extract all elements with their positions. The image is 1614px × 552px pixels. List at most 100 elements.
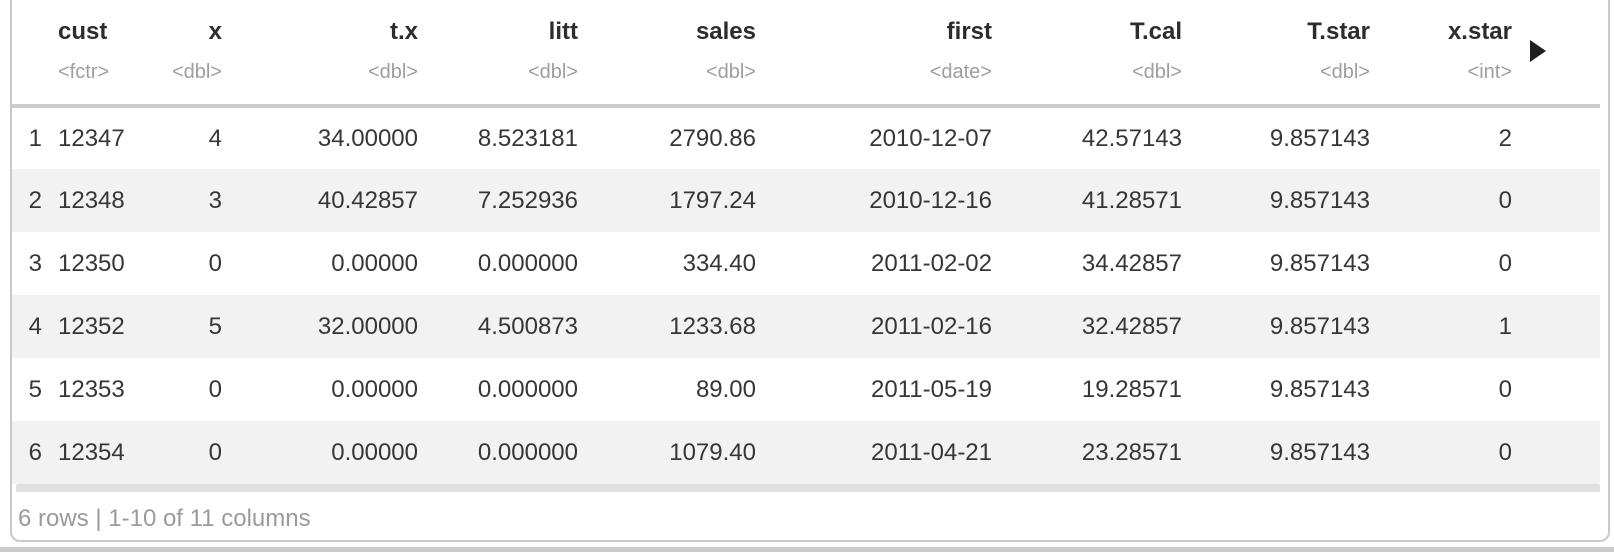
table-cell: 1079.40 xyxy=(669,438,756,466)
column-name: x.star xyxy=(1447,18,1512,45)
table-cell: 2010-12-16 xyxy=(869,186,992,214)
table-row: 4 12352 5 32.00000 4.500873 1233.68 2011-02-16… xyxy=(12,295,1600,358)
column-type-label: <dbl> xyxy=(1131,61,1182,83)
table-cell: 0 xyxy=(1498,249,1512,277)
column-type-label: <dbl> xyxy=(367,61,418,83)
table-cell: 0.000000 xyxy=(477,249,578,277)
table-cell: 2011-04-21 xyxy=(871,438,992,466)
table-cell: 34.42857 xyxy=(1081,249,1182,277)
spacer-cell xyxy=(1520,295,1600,358)
table-cell: 2790.86 xyxy=(669,124,756,152)
column-name: sales xyxy=(695,18,756,45)
table-cell: 5 xyxy=(208,312,222,340)
table-body: 1 12347 4 34.00000 8.523181 2790.86 2010-12-07… xyxy=(12,106,1600,484)
column-header-T.cal: T.cal <dbl> xyxy=(1000,0,1190,108)
column-type-label: <dbl> xyxy=(527,61,578,83)
table-cell: 0.00000 xyxy=(331,249,418,277)
table-cell: 0.00000 xyxy=(331,375,418,403)
bottom-shadow-strip xyxy=(0,547,1614,552)
table-cell: 42.57143 xyxy=(1081,124,1182,152)
table-cell: 0 xyxy=(1498,375,1512,403)
table-cell: 12354 xyxy=(58,438,125,466)
table-cell: 7.252936 xyxy=(477,186,578,214)
row-number-cell: 6 xyxy=(28,438,42,466)
right-triangle-icon xyxy=(1530,40,1546,62)
table-row: 2 12348 3 40.42857 7.252936 1797.24 2010-12-16… xyxy=(12,169,1600,232)
table-cell: 23.28571 xyxy=(1081,438,1182,466)
table-cell: 12348 xyxy=(58,186,125,214)
table-cell: 1 xyxy=(1498,312,1512,340)
table-cell: 0.000000 xyxy=(477,375,578,403)
row-number-column-header xyxy=(12,0,50,108)
row-number-cell: 2 xyxy=(28,186,42,214)
table-header: cust <fctr> x <dbl> t.x <dbl> litt <dbl> sales <d… xyxy=(12,0,1600,108)
table-cell: 2011-02-16 xyxy=(871,312,992,340)
paged-table-card: cust <fctr> x <dbl> t.x <dbl> litt <dbl> sales <d… xyxy=(10,0,1610,542)
table-cell: 4 xyxy=(208,124,222,152)
spacer-cell xyxy=(1520,358,1600,421)
spacer-cell xyxy=(1520,421,1600,484)
table-cell: 9.857143 xyxy=(1269,438,1370,466)
column-header-sales: sales <dbl> xyxy=(586,0,764,108)
table-cell: 0 xyxy=(208,249,222,277)
table-row: 3 12350 0 0.00000 0.000000 334.40 2011-02-02 34… xyxy=(12,232,1600,295)
table-cell: 41.28571 xyxy=(1081,186,1182,214)
table-cell: 32.00000 xyxy=(317,312,418,340)
table-cell: 12350 xyxy=(58,249,125,277)
table-cell: 0.000000 xyxy=(477,438,578,466)
column-header-cust: cust <fctr> xyxy=(50,0,140,108)
table-cell: 2011-02-02 xyxy=(871,249,992,277)
table-cell: 19.28571 xyxy=(1081,375,1182,403)
table-row: 5 12353 0 0.00000 0.000000 89.00 2011-05-19 19.… xyxy=(12,358,1600,421)
table-cell: 0 xyxy=(1498,438,1512,466)
column-type-label: <date> xyxy=(929,61,992,83)
column-name: x xyxy=(208,18,222,45)
column-name: first xyxy=(946,18,992,45)
table-cell: 32.42857 xyxy=(1081,312,1182,340)
table-cell: 0.00000 xyxy=(331,438,418,466)
horizontal-scrollbar[interactable] xyxy=(16,484,1600,492)
data-table: cust <fctr> x <dbl> t.x <dbl> litt <dbl> sales <d… xyxy=(12,0,1600,484)
table-row: 1 12347 4 34.00000 8.523181 2790.86 2010-12-07… xyxy=(12,106,1600,169)
table-cell: 9.857143 xyxy=(1269,249,1370,277)
column-name: T.cal xyxy=(1129,18,1182,45)
table-cell: 3 xyxy=(208,186,222,214)
header-row: cust <fctr> x <dbl> t.x <dbl> litt <dbl> sales <d… xyxy=(12,0,1600,108)
column-type-label: <int> xyxy=(1467,61,1512,83)
table-cell: 2011-05-19 xyxy=(871,375,992,403)
table-cell: 12347 xyxy=(58,124,125,152)
column-header-T.star: T.star <dbl> xyxy=(1190,0,1378,108)
column-type-label: <dbl> xyxy=(1319,61,1370,83)
column-header-litt: litt <dbl> xyxy=(426,0,586,108)
column-header-x: x <dbl> xyxy=(140,0,230,108)
next-columns-button[interactable] xyxy=(1528,36,1558,64)
table-cell: 9.857143 xyxy=(1269,312,1370,340)
table-cell: 2010-12-07 xyxy=(869,124,992,152)
table-cell: 1233.68 xyxy=(669,312,756,340)
table-cell: 0 xyxy=(208,438,222,466)
column-type-label: <fctr> xyxy=(58,61,110,83)
table-cell: 9.857143 xyxy=(1269,375,1370,403)
column-name: T.star xyxy=(1307,18,1370,45)
row-number-cell: 1 xyxy=(28,124,42,152)
table-wrap: cust <fctr> x <dbl> t.x <dbl> litt <dbl> sales <d… xyxy=(12,0,1608,484)
table-cell: 12352 xyxy=(58,312,125,340)
column-header-first: first <date> xyxy=(764,0,1000,108)
table-cell: 9.857143 xyxy=(1269,124,1370,152)
column-name: litt xyxy=(548,18,578,45)
column-type-label: <dbl> xyxy=(705,61,756,83)
column-name: t.x xyxy=(389,18,418,45)
table-cell: 8.523181 xyxy=(477,124,578,152)
table-cell: 4.500873 xyxy=(477,312,578,340)
table-cell: 89.00 xyxy=(695,375,756,403)
table-row: 6 12354 0 0.00000 0.000000 1079.40 2011-04-21 2… xyxy=(12,421,1600,484)
table-cell: 1797.24 xyxy=(669,186,756,214)
table-cell: 9.857143 xyxy=(1269,186,1370,214)
table-cell: 2 xyxy=(1498,124,1512,152)
table-footer-caption: 6 rows | 1-10 of 11 columns xyxy=(18,505,311,532)
spacer-cell xyxy=(1520,232,1600,295)
table-cell: 0 xyxy=(1498,186,1512,214)
spacer-cell xyxy=(1520,106,1600,169)
column-name: cust xyxy=(58,18,108,45)
column-type-label: <dbl> xyxy=(171,61,222,83)
